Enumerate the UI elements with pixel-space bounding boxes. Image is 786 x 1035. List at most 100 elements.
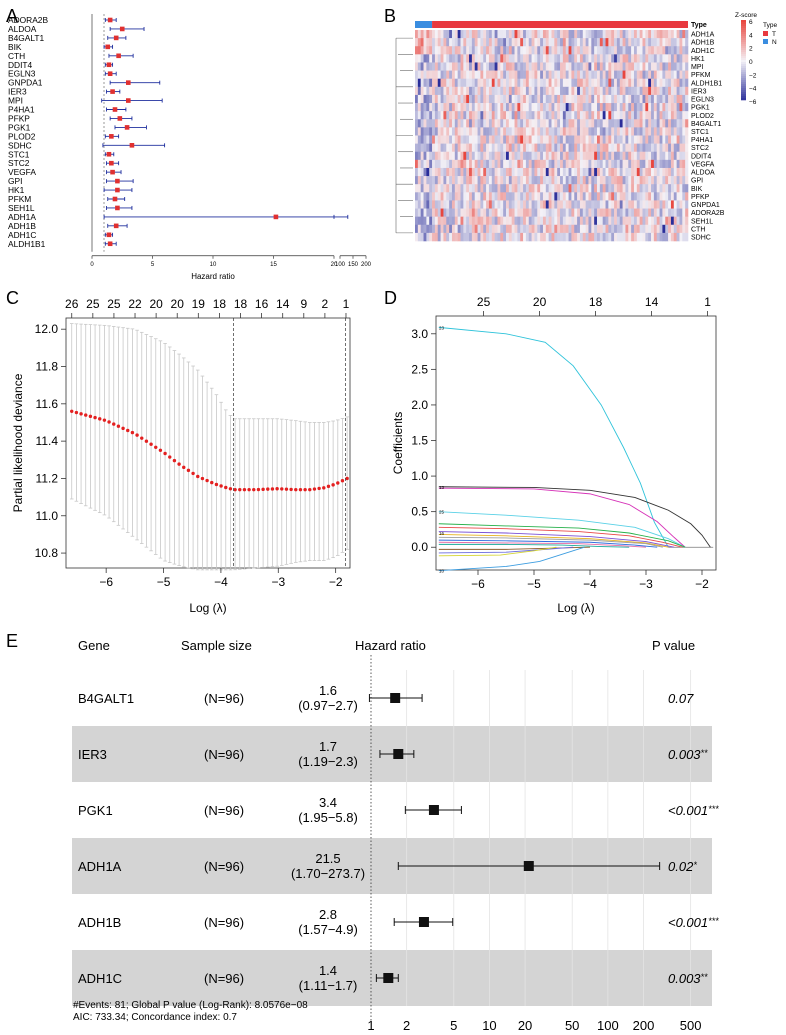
heatmap-cell [636,200,640,209]
heatmap-cell [642,111,646,120]
deviance-point-c [186,468,191,473]
heatmap-cell [673,167,677,177]
heatmap-cell [525,119,530,128]
hr-point-a [109,160,114,166]
heatmap-cell [457,119,461,128]
heatmap-cell [571,127,575,136]
heatmap-cell [579,70,584,79]
heatmap-cell [616,135,621,144]
heatmap-cell [415,119,419,128]
panel-label-e: E [6,631,18,651]
heatmap-cell [491,232,495,242]
heatmap-cell [560,70,564,79]
heatmap-cell [506,54,510,63]
heatmap-cell [568,46,572,55]
heatmap-cell [454,86,458,96]
heatmap-cell [440,119,444,128]
heatmap-cell [568,135,572,144]
heatmap-cell [616,200,621,209]
heatmap-cell [594,62,598,71]
heatmap-cell [673,94,677,104]
heatmap-cell [423,62,427,71]
heatmap-cell [420,184,424,193]
heatmap-cell [548,54,552,63]
heatmap-cell [443,176,447,185]
heatmap-cell [653,135,658,144]
heatmap-cell [443,94,447,104]
heatmap-cell [685,94,689,104]
heatmap-cell [639,86,643,96]
heatmap-cell [619,119,623,128]
heatmap-cell [500,200,504,209]
heatmap-cell [451,192,456,201]
heatmap-cell [463,119,467,128]
heatmap-cell [517,70,521,79]
heatmap-cell [665,159,669,169]
heatmap-cell [514,70,518,79]
heatmap-cell [494,216,498,226]
heatmap-cell [508,143,512,153]
heatmap-cell [679,208,683,217]
heatmap-cell [451,208,456,217]
heatmap-cell [474,143,478,153]
heatmap-cell [503,216,507,226]
heatmap-cell [579,111,584,120]
heatmap-cell [562,86,567,96]
heatmap-cell [486,30,490,39]
deviance-point-c [256,487,261,492]
heatmap-cell [491,78,495,88]
heatmap-cell [633,86,638,96]
heatmap-cell [662,208,666,217]
p-value-number: 0.07 [668,691,694,706]
heatmap-cell [460,119,464,128]
color-scale-segment [741,90,746,93]
heatmap-cell [656,135,660,144]
heatmap-cell [577,38,581,47]
heatmap-cell [599,38,603,47]
sample-size-e: (N=96) [204,747,244,762]
heatmap-cell [471,151,476,161]
heatmap-cell [562,159,567,169]
heatmap-cell [437,151,441,161]
heatmap-cell [483,111,487,120]
heatmap-cell [585,119,589,128]
heatmap-cell [631,54,635,63]
heatmap-cell [591,151,595,161]
tick-label-d-y: 2.0 [411,398,428,412]
heatmap-cell [682,232,686,242]
heatmap-cell [548,30,552,39]
heatmap-cell [560,208,564,217]
heatmap-cell [682,200,686,209]
heatmap-cell [537,143,541,153]
heatmap-cell [528,159,532,169]
heatmap-cell [605,224,609,234]
heatmap-cell [594,111,598,120]
heatmap-cell [565,78,569,88]
p-value-number: 0.003 [668,747,701,762]
heatmap-cell [582,38,586,47]
heatmap-cell [631,232,635,242]
heatmap-cell [531,30,535,39]
heatmap-cell [648,62,652,71]
heatmap-cell [670,232,675,242]
heatmap-cell [619,176,623,185]
heatmap-cell [523,167,527,177]
p-value-stars: ** [701,748,709,758]
heatmap-cell [577,167,581,177]
heatmap-cell [639,54,643,63]
heatmap-cell [662,232,666,242]
gene-label-a: PFKM [8,194,31,204]
heatmap-cell [588,127,592,136]
heatmap-cell [514,119,518,128]
heatmap-cell [628,30,632,39]
heatmap-cell [449,208,453,217]
heatmap-cell [471,176,476,185]
heatmap-row-label: PLOD2 [691,113,714,120]
heatmap-cell [579,216,584,226]
heatmap-cell [469,103,473,112]
deviance-point-c [149,442,153,446]
heatmap-cell [542,30,547,39]
heatmap-cell [446,127,450,136]
heatmap-row-label: STC2 [691,145,709,152]
heatmap-cell [415,232,419,242]
